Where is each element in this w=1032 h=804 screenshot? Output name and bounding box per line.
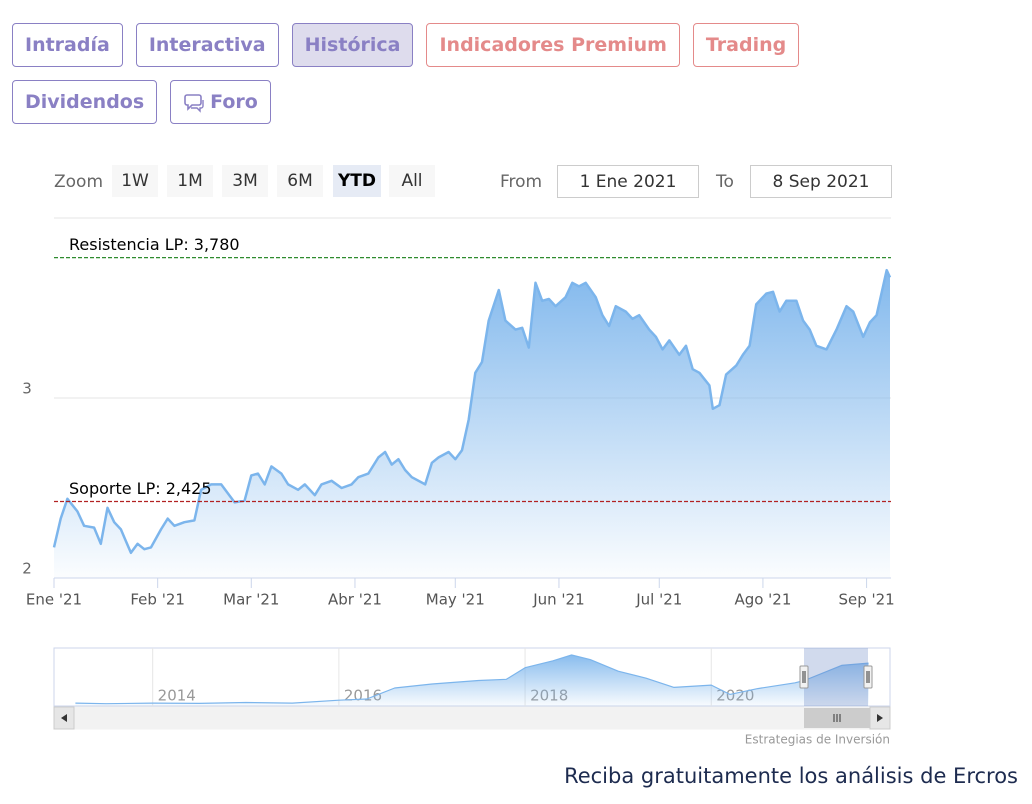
x-tick-label: Jun '21	[532, 591, 584, 609]
tab[interactable]: Foro	[170, 80, 271, 124]
zoom-button[interactable]: 3M	[222, 165, 268, 197]
to-input[interactable]: 8 Sep 2021	[750, 165, 892, 198]
zoom-button[interactable]: YTD	[333, 165, 381, 197]
zoom-button[interactable]: 6M	[277, 165, 323, 197]
credit: Estrategias de Inversión	[745, 733, 890, 747]
x-tick-label: May '21	[426, 591, 485, 609]
tab[interactable]: Histórica	[291, 23, 414, 67]
zoom-button[interactable]: 1M	[167, 165, 213, 197]
area-fill	[54, 270, 890, 578]
tab[interactable]: Intradía	[12, 23, 123, 67]
to-label: To	[716, 171, 734, 192]
plot-line-label: Resistencia LP: 3,780	[69, 235, 240, 254]
tab-label: Interactiva	[148, 34, 266, 56]
from-input[interactable]: 1 Ene 2021	[557, 165, 699, 198]
tab-label: Dividendos	[25, 91, 145, 113]
arrow-right	[877, 714, 883, 722]
scrollbar-track	[53, 706, 891, 730]
x-tick-label: Sep '21	[838, 591, 894, 609]
tab-label: Indicadores Premium	[439, 34, 667, 56]
tab-label: Trading	[705, 34, 787, 56]
navigator-handle[interactable]	[863, 665, 873, 689]
chat-icon	[184, 94, 204, 113]
arrow-left	[61, 714, 67, 722]
tab[interactable]: Indicadores Premium	[426, 23, 680, 67]
zoom-label: Zoom	[54, 172, 104, 192]
navigator-tick-label: 2014	[158, 687, 196, 705]
zoom-button[interactable]: All	[389, 165, 435, 197]
tab[interactable]: Interactiva	[135, 23, 279, 67]
x-tick-label: Abr '21	[328, 591, 382, 609]
x-tick-label: Ago '21	[734, 591, 791, 609]
price-line	[75, 654, 869, 705]
tab-label: Histórica	[304, 34, 401, 56]
chart: Estrategias de Inversión 2 3 Ene '21 Feb '2…	[22, 217, 895, 747]
y-tick-label: 2	[22, 560, 32, 578]
x-tick-label: Ene '21	[26, 591, 82, 609]
tab[interactable]: Trading	[692, 23, 800, 67]
navigator-handle[interactable]	[799, 665, 809, 689]
x-tick-label: Jul '21	[635, 591, 682, 609]
price-line	[52, 268, 892, 555]
x-tick-label: Mar '21	[223, 591, 279, 609]
navigator-selection	[804, 648, 868, 706]
x-tick-label: Feb '21	[130, 591, 185, 609]
tab-label: Foro	[210, 91, 258, 113]
tab-label: Intradía	[25, 34, 110, 56]
plot-line-label: Soporte LP: 2,425	[69, 479, 212, 498]
tab-bar: Intradía Interactiva Histórica Indicador…	[12, 23, 872, 124]
tab[interactable]: Dividendos	[12, 80, 158, 124]
y-tick-label: 3	[22, 380, 32, 398]
zoom-button[interactable]: 1W	[112, 165, 158, 197]
from-label: From	[500, 171, 543, 192]
footer-text: Reciba gratuitamente los análisis de Erc…	[564, 764, 1018, 788]
area-fill	[75, 655, 869, 706]
